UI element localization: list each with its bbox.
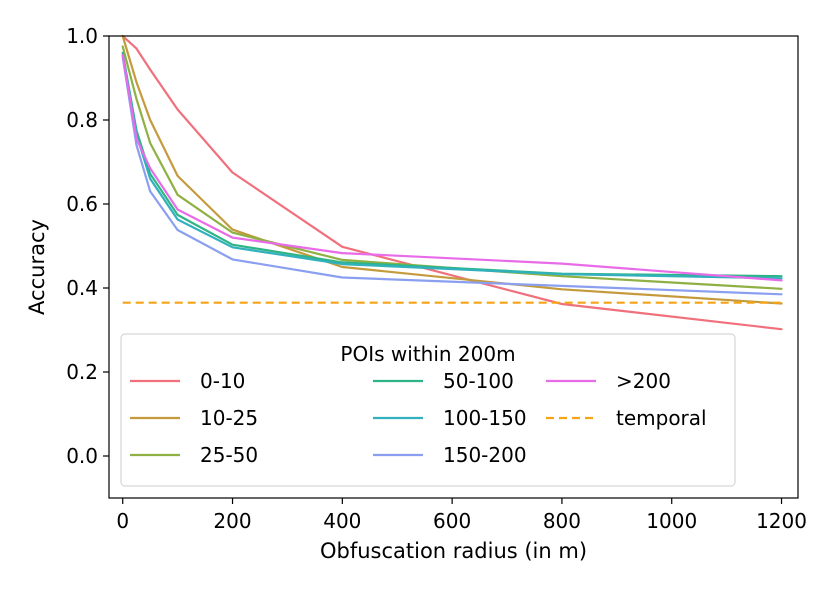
x-tick-label: 1200: [756, 509, 807, 533]
y-tick-label: 0.4: [66, 276, 98, 300]
plot-frame: [108, 35, 799, 499]
series-line-5: [121, 53, 783, 280]
x-tick-label: 1000: [646, 509, 697, 533]
y-tick-label: 0.0: [66, 444, 98, 468]
x-tick-label: 600: [433, 509, 471, 533]
y-tick-label: 0.2: [66, 360, 98, 384]
series-line-7: [121, 53, 783, 282]
y-axis-label: Accuracy: [25, 219, 49, 315]
y-tick-label: 0.6: [66, 192, 98, 216]
legend-entry-label: temporal: [616, 406, 707, 430]
legend-entry-label: 100-150: [443, 406, 527, 430]
x-tick-label: 200: [213, 509, 251, 533]
legend-items: 0-10 10-25 25-50 50-100 100-150 150-200 >200 te…: [130, 369, 707, 467]
legend-entry-label: >200: [616, 369, 671, 393]
x-axis-label: Obfuscation radius (in m): [320, 539, 587, 563]
series-line-2: [121, 34, 783, 305]
x-tick-label: 400: [323, 509, 361, 533]
series-layer: [121, 34, 783, 331]
legend-entry-label: 10-25: [200, 406, 258, 430]
legend-entry-label: 150-200: [443, 443, 527, 467]
legend-box: [120, 333, 736, 487]
y-tick-label: 0.8: [66, 108, 98, 132]
y-axis-ticks: 0.0 0.2 0.4 0.6 0.8 1.0: [66, 24, 109, 468]
series-line-6: [121, 55, 783, 296]
legend-title: POIs within 200m: [340, 342, 515, 366]
legend-entry-label: 25-50: [200, 443, 258, 467]
y-tick-label: 1.0: [66, 24, 98, 48]
legend-entry-label: 50-100: [443, 369, 514, 393]
legend-entry-label: 0-10: [200, 369, 245, 393]
legend: POIs within 200m 0-10 10-25 25-50 50-100 100…: [120, 333, 736, 487]
x-axis-ticks: 0 200 400 600 800 1000 1200: [116, 498, 807, 533]
x-tick-label: 800: [543, 509, 581, 533]
series-line-1: [121, 34, 783, 331]
x-tick-label: 0: [116, 509, 129, 533]
